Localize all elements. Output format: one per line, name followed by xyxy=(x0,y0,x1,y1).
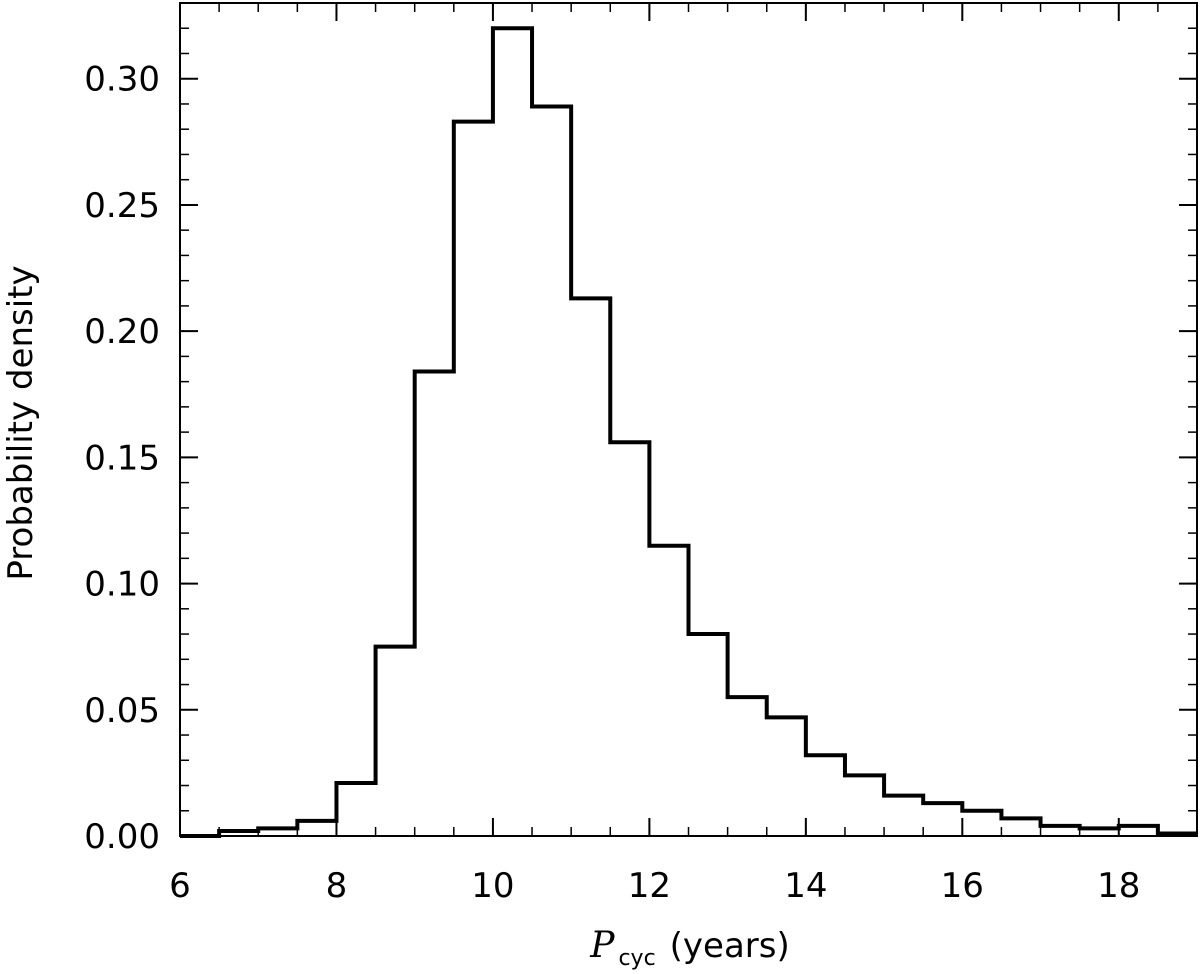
histogram-bin xyxy=(845,775,884,836)
y-tick-labels: 0.00 0.05 0.10 0.15 0.20 0.25 0.30 xyxy=(84,60,160,857)
histogram-bin xyxy=(1041,826,1080,836)
y-tick-label: 0.25 xyxy=(84,186,160,226)
histogram-bin xyxy=(962,811,1001,836)
histogram-bin xyxy=(767,717,806,836)
histogram-bin xyxy=(376,647,415,836)
x-axis-symbol: P xyxy=(589,925,615,966)
histogram-bin xyxy=(415,372,454,836)
minor-ticks xyxy=(179,2,1198,837)
x-tick-label: 10 xyxy=(471,866,514,906)
histogram-bin xyxy=(219,831,258,836)
histogram-bin xyxy=(689,634,728,836)
histogram-bin xyxy=(649,546,688,836)
histogram-bin xyxy=(493,28,532,836)
histogram-bin xyxy=(1119,826,1158,836)
histogram-bin xyxy=(336,783,375,836)
x-tick-label: 16 xyxy=(941,866,984,906)
y-tick-label: 0.30 xyxy=(84,60,160,100)
histogram-bin xyxy=(571,298,610,836)
histogram-bin xyxy=(1080,828,1119,836)
x-tick-label: 12 xyxy=(628,866,671,906)
histogram-bin xyxy=(532,106,571,836)
histogram-bin xyxy=(1158,833,1197,836)
histogram-bin xyxy=(728,697,767,836)
y-tick-label: 0.00 xyxy=(84,817,160,857)
histogram-bin xyxy=(610,442,649,836)
y-axis-title: Probability density xyxy=(1,265,41,580)
y-tick-label: 0.15 xyxy=(84,438,160,478)
x-tick-labels: 6 8 10 12 14 16 18 xyxy=(169,866,1140,906)
histogram-bin xyxy=(1001,818,1040,836)
x-tick-label: 8 xyxy=(326,866,348,906)
y-tick-label: 0.20 xyxy=(84,312,160,352)
y-tick-label: 0.05 xyxy=(84,691,160,731)
histogram-bin xyxy=(923,803,962,836)
histogram-bin xyxy=(297,821,336,836)
y-tick-label: 0.10 xyxy=(84,565,160,605)
x-axis-unit: (years) xyxy=(670,926,790,966)
x-tick-label: 18 xyxy=(1097,866,1140,906)
histogram-bin xyxy=(454,122,493,836)
x-tick-label: 14 xyxy=(784,866,827,906)
histogram-step-line xyxy=(180,26,1197,838)
histogram-bin xyxy=(884,796,923,836)
histogram-bin xyxy=(806,755,845,836)
histogram-bins xyxy=(219,28,1197,836)
histogram-bin xyxy=(258,828,297,836)
x-axis-subscript: cyc xyxy=(618,946,655,971)
x-tick-label: 6 xyxy=(169,866,191,906)
